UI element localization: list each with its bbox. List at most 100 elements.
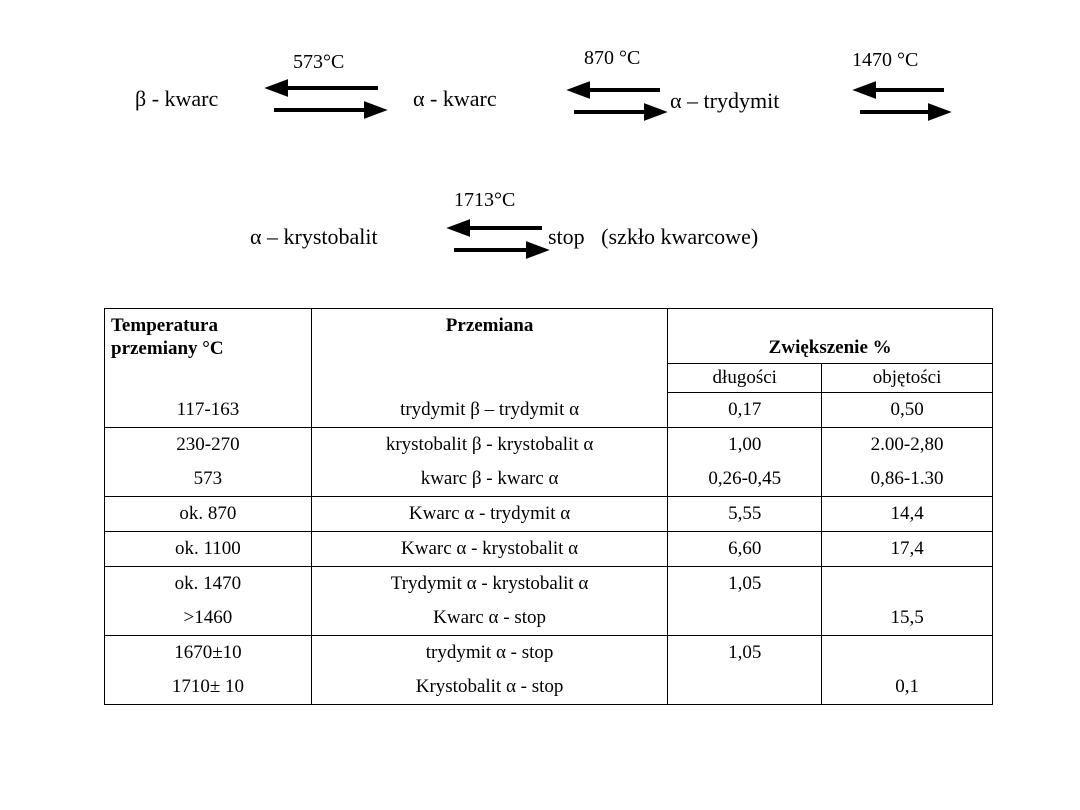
row-group: 230-270 krystobalit β - krystobalit α 1,00… xyxy=(104,427,993,497)
equilibrium-arrow xyxy=(566,81,668,121)
header-cell: długości xyxy=(667,363,823,393)
cell: Kwarc α - krystobalit α xyxy=(310,531,669,567)
cell: Kwarc α - stop xyxy=(310,601,669,636)
cell-text: Kwarc α - krystobalit α xyxy=(401,537,579,559)
cell-text: 0,26-0,45 xyxy=(708,467,782,489)
header-cell: Zwiększenie % xyxy=(667,308,993,364)
cell-text: 0,1 xyxy=(895,675,919,697)
node: α - kwarc xyxy=(413,86,497,111)
cell: 0,50 xyxy=(821,392,993,428)
row: >1460 Kwarc α - stop 15,5 xyxy=(104,601,993,636)
cell xyxy=(667,601,823,636)
cell-text: ok. 1100 xyxy=(175,537,241,559)
transformation-table: Temperatura przemiany °C Przemiana Zwięk… xyxy=(104,308,993,705)
row-group: ok. 1470 Trydymit α - krystobalit α 1,05 >1… xyxy=(104,566,993,636)
cell: kwarc β - kwarc α xyxy=(310,462,669,497)
cell-text: 1710± 10 xyxy=(171,675,244,697)
cell: 0,1 xyxy=(821,670,993,705)
cell: 5,55 xyxy=(667,496,823,532)
cell: 2.00-2,80 xyxy=(821,427,993,462)
cell-text: 1,00 xyxy=(728,433,762,455)
temperature: 870 °C xyxy=(584,47,641,69)
node: α – trydymit xyxy=(670,88,780,113)
row: 1710± 10 Krystobalit α - stop 0,1 xyxy=(104,670,993,705)
row: ok. 1100 Kwarc α - krystobalit α 6,60 17,4 xyxy=(104,531,993,567)
cell-text: kwarc β - kwarc α xyxy=(420,467,559,489)
cell xyxy=(667,670,823,705)
cell: 230-270 xyxy=(104,427,312,462)
cell-text: 0,86-1.30 xyxy=(870,467,944,489)
header-cell: Temperatura przemiany °C xyxy=(104,308,312,393)
cell-text: 230-270 xyxy=(176,433,240,455)
cell: krystobalit β - krystobalit α xyxy=(310,427,669,462)
equilibrium-arrow xyxy=(264,79,388,119)
cell: trydymit α - stop xyxy=(310,635,669,670)
cell-text: Trydymit α - krystobalit α xyxy=(390,572,589,594)
cell: 14,4 xyxy=(821,496,993,532)
cell: 1,05 xyxy=(667,635,823,670)
node: α – krystobalit xyxy=(250,224,378,249)
cell: 0,26-0,45 xyxy=(667,462,823,497)
cell: ok. 870 xyxy=(104,496,312,532)
temperature: 1470 °C xyxy=(852,49,919,71)
cell-text: krystobalit β - krystobalit α xyxy=(385,433,594,455)
cell: trydymit β – trydymit α xyxy=(310,392,669,428)
cell-text: 6,60 xyxy=(728,537,762,559)
cell-text: trydymit α - stop xyxy=(425,641,554,663)
row-group: 1670±10 trydymit α - stop 1,05 1710± 10 Krys… xyxy=(104,635,993,705)
cell: 6,60 xyxy=(667,531,823,567)
cell: Trydymit α - krystobalit α xyxy=(310,566,669,601)
cell: Kwarc α - trydymit α xyxy=(310,496,669,532)
cell: 1710± 10 xyxy=(104,670,312,705)
row-group: ok. 1100 Kwarc α - krystobalit α 6,60 17,4 xyxy=(104,531,993,567)
row-group: ok. 870 Kwarc α - trydymit α 5,55 14,4 xyxy=(104,496,993,532)
cell xyxy=(821,566,993,601)
cell: 573 xyxy=(104,462,312,497)
cell-text: 0,17 xyxy=(728,398,762,420)
header-text: Temperatura przemiany °C xyxy=(111,315,224,359)
cell-text: ok. 870 xyxy=(179,502,237,524)
temperature: 573°C xyxy=(293,51,345,73)
equilibrium-arrow xyxy=(446,219,550,259)
cell: ok. 1470 xyxy=(104,566,312,601)
node: stop (szkło kwarcowe) xyxy=(548,224,759,249)
cell: 1,00 xyxy=(667,427,823,462)
cell: 1670±10 xyxy=(104,635,312,670)
cell: 0,86-1.30 xyxy=(821,462,993,497)
cell: Krystobalit α - stop xyxy=(310,670,669,705)
cell: 1,05 xyxy=(667,566,823,601)
cell-text: 1670±10 xyxy=(174,641,242,663)
cell-text: 1,05 xyxy=(728,572,762,594)
row: 573 kwarc β - kwarc α 0,26-0,45 0,86-1.30 xyxy=(104,462,993,497)
cell-text: Krystobalit α - stop xyxy=(415,675,564,697)
cell-text: ok. 1470 xyxy=(174,572,242,594)
cell-text: 14,4 xyxy=(890,502,924,524)
cell: 15,5 xyxy=(821,601,993,636)
cell xyxy=(821,635,993,670)
cell-text: 1,05 xyxy=(728,641,762,663)
cell-text: >1460 xyxy=(183,606,233,628)
cell-text: 15,5 xyxy=(890,606,924,628)
cell-text: Kwarc α - trydymit α xyxy=(408,502,571,524)
cell-text: 17,4 xyxy=(890,537,924,559)
header-cell: Przemiana xyxy=(310,308,669,393)
cell-text: Kwarc α - stop xyxy=(433,606,546,628)
cell: 117-163 xyxy=(104,392,312,428)
row: 230-270 krystobalit β - krystobalit α 1,00… xyxy=(104,427,993,462)
node: β - kwarc xyxy=(135,86,219,111)
header-cell: objętości xyxy=(821,363,993,393)
cell-text: 0,50 xyxy=(890,398,924,420)
row: 117-163 trydymit β – trydymit α 0,17 0,50 xyxy=(104,392,993,428)
temperature: 1713°C xyxy=(454,189,516,211)
row: ok. 1470 Trydymit α - krystobalit α 1,05 xyxy=(104,566,993,601)
row: 1670±10 trydymit α - stop 1,05 xyxy=(104,635,993,670)
cell: 0,17 xyxy=(667,392,823,428)
cell-text: 117-163 xyxy=(176,398,240,420)
cell-text: 5,55 xyxy=(728,502,762,524)
cell-text: trydymit β – trydymit α xyxy=(400,398,580,420)
cell: 17,4 xyxy=(821,531,993,567)
cell-text: 2.00-2,80 xyxy=(870,433,944,455)
cell: ok. 1100 xyxy=(104,531,312,567)
cell-text: 573 xyxy=(193,467,223,489)
